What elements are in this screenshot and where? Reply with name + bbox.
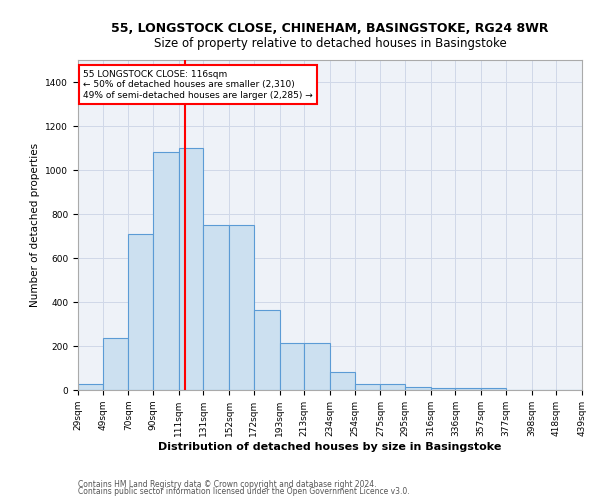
Bar (304, 342, 330, 390)
Bar (380, 384, 405, 390)
Bar (355, 384, 380, 390)
Bar (455, 388, 481, 390)
Bar (203, 225, 229, 390)
Text: Contains public sector information licensed under the Open Government Licence v3: Contains public sector information licen… (78, 488, 410, 496)
Bar (153, 152, 179, 390)
Bar (405, 387, 431, 390)
Bar (179, 148, 203, 390)
Y-axis label: Number of detached properties: Number of detached properties (30, 143, 40, 307)
Bar (254, 310, 280, 390)
Bar (128, 234, 153, 390)
Bar (229, 225, 254, 390)
Bar (78, 384, 103, 390)
Text: 55 LONGSTOCK CLOSE: 116sqm
← 50% of detached houses are smaller (2,310)
49% of s: 55 LONGSTOCK CLOSE: 116sqm ← 50% of deta… (83, 70, 313, 100)
X-axis label: Distribution of detached houses by size in Basingstoke: Distribution of detached houses by size … (158, 442, 502, 452)
Text: 55, LONGSTOCK CLOSE, CHINEHAM, BASINGSTOKE, RG24 8WR: 55, LONGSTOCK CLOSE, CHINEHAM, BASINGSTO… (111, 22, 549, 36)
Bar (330, 372, 355, 390)
Bar (103, 338, 128, 390)
Text: Contains HM Land Registry data © Crown copyright and database right 2024.: Contains HM Land Registry data © Crown c… (78, 480, 377, 489)
Bar (280, 342, 304, 390)
Text: Size of property relative to detached houses in Basingstoke: Size of property relative to detached ho… (154, 38, 506, 51)
Bar (481, 388, 506, 390)
Bar (431, 388, 455, 390)
